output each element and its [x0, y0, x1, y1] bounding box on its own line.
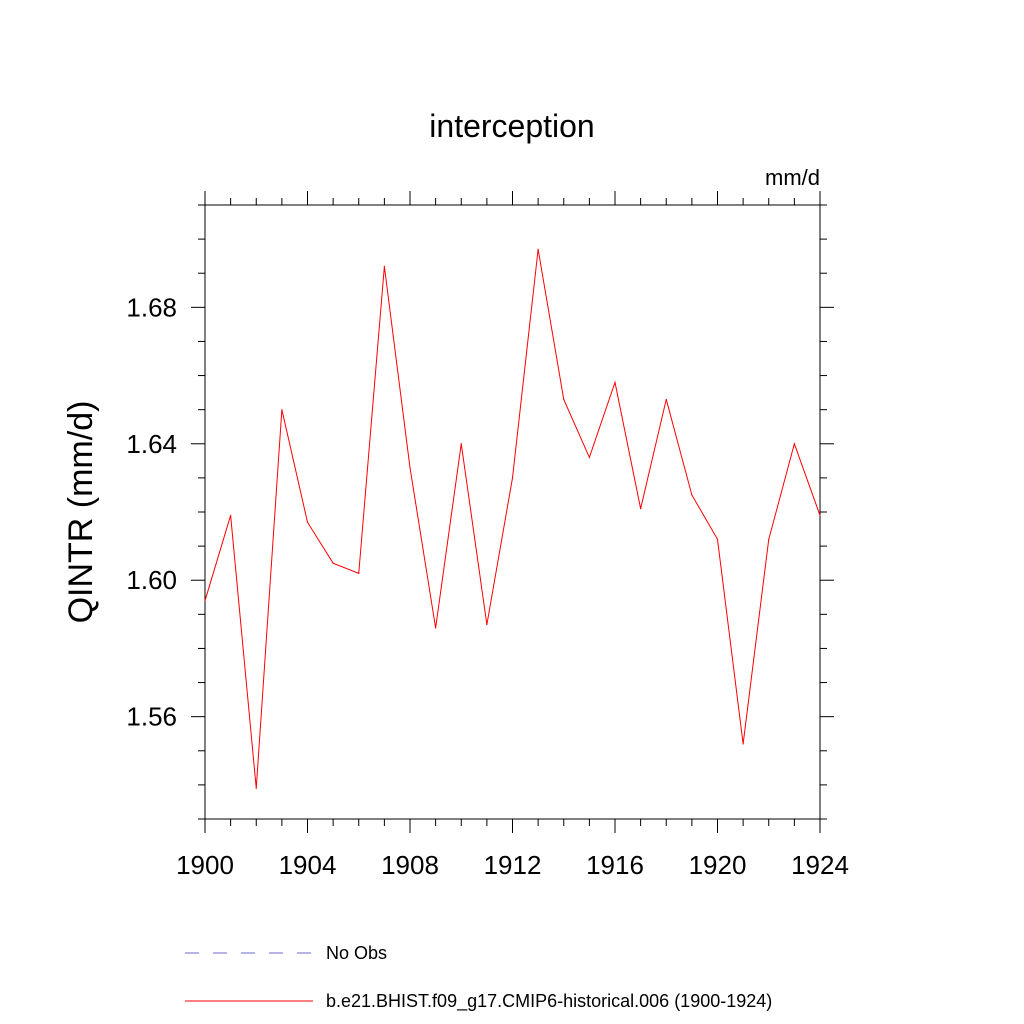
x-tick-label: 1912 — [484, 850, 542, 880]
data-point — [537, 248, 539, 250]
units-label: mm/d — [765, 165, 820, 190]
data-point — [255, 787, 257, 789]
data-point — [793, 443, 795, 445]
y-axis-label: QINTR (mm/d) — [62, 401, 100, 624]
data-point — [306, 521, 309, 523]
data-point — [742, 743, 744, 745]
x-tick-label: 1908 — [381, 850, 439, 880]
y-tick-label: 1.68 — [126, 292, 177, 322]
y-tick-label: 1.56 — [126, 702, 177, 732]
data-point — [716, 538, 719, 540]
data-point — [768, 538, 770, 540]
y-axis: 1.56 1.60 1.64 1.68 — [126, 204, 834, 820]
data-point — [460, 443, 462, 445]
x-tick-label: 1900 — [176, 850, 234, 880]
data-point — [691, 494, 693, 496]
x-tick-label: 1904 — [279, 850, 337, 880]
data-point — [486, 623, 488, 626]
data-point — [332, 562, 334, 564]
legend-no-obs-label: No Obs — [326, 943, 387, 963]
series-layer — [204, 248, 821, 789]
data-point — [281, 409, 283, 411]
chart-title: interception — [429, 108, 594, 144]
data-point — [409, 467, 411, 469]
legend: No Obs b.e21.BHIST.f09_g17.CMIP6-histori… — [185, 943, 772, 1012]
data-point — [563, 398, 565, 401]
data-point — [819, 514, 821, 517]
data-point — [230, 514, 232, 517]
y-tick-label: 1.64 — [126, 429, 177, 459]
x-tick-label: 1916 — [586, 850, 644, 880]
series-line — [204, 249, 821, 789]
legend-series-label: b.e21.BHIST.f09_g17.CMIP6-historical.006… — [326, 991, 772, 1012]
data-point — [640, 507, 642, 510]
data-point — [511, 477, 514, 479]
x-axis: 1900 1904 1908 1912 1916 1920 1924 — [176, 191, 849, 880]
data-point — [358, 572, 360, 575]
data-point — [435, 627, 437, 629]
data-point — [204, 600, 206, 602]
x-tick-label: 1924 — [791, 850, 849, 880]
data-point — [383, 265, 385, 267]
y-tick-label: 1.60 — [126, 565, 177, 595]
x-tick-label: 1920 — [689, 850, 747, 880]
data-point — [614, 381, 616, 383]
data-point — [665, 398, 667, 401]
plot-frame — [204, 204, 821, 820]
data-point — [588, 456, 590, 459]
